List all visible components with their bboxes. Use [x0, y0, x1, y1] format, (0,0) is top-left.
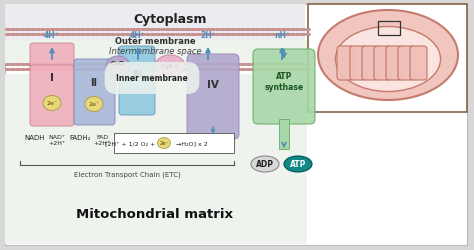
Text: Electron Transport Chain (ETC): Electron Transport Chain (ETC) — [73, 171, 181, 178]
Ellipse shape — [318, 11, 458, 101]
Text: Cytoplasm: Cytoplasm — [133, 14, 207, 26]
FancyBboxPatch shape — [30, 66, 74, 126]
FancyBboxPatch shape — [410, 47, 427, 81]
FancyBboxPatch shape — [114, 134, 234, 154]
Text: 2H⁺: 2H⁺ — [200, 31, 216, 40]
Ellipse shape — [85, 97, 103, 112]
Text: 4H⁺: 4H⁺ — [130, 31, 146, 40]
Text: NADH: NADH — [25, 134, 45, 140]
Text: FAD
+2H⁺: FAD +2H⁺ — [93, 134, 110, 145]
Text: II: II — [91, 78, 98, 88]
FancyBboxPatch shape — [119, 47, 155, 71]
Text: Inner membrane: Inner membrane — [116, 74, 188, 83]
FancyBboxPatch shape — [374, 47, 391, 81]
Text: Mitochondrial matrix: Mitochondrial matrix — [76, 208, 234, 220]
Ellipse shape — [106, 57, 130, 77]
Text: CoQ: CoQ — [111, 60, 125, 65]
FancyBboxPatch shape — [187, 55, 239, 140]
Text: 2e⁻: 2e⁻ — [159, 141, 169, 146]
Bar — [378, 22, 400, 36]
Ellipse shape — [155, 56, 185, 78]
Text: 2e⁻: 2e⁻ — [89, 102, 100, 107]
Ellipse shape — [336, 28, 440, 92]
FancyBboxPatch shape — [386, 47, 403, 81]
FancyBboxPatch shape — [337, 47, 354, 81]
Text: NAD⁺
+2H⁺: NAD⁺ +2H⁺ — [48, 134, 65, 145]
Text: [2H⁺ + 1/2 O₂ +: [2H⁺ + 1/2 O₂ + — [105, 141, 155, 146]
Ellipse shape — [43, 96, 61, 111]
FancyBboxPatch shape — [398, 47, 415, 81]
Text: 2e⁻: 2e⁻ — [46, 101, 57, 106]
FancyBboxPatch shape — [74, 60, 115, 126]
FancyBboxPatch shape — [5, 5, 467, 245]
Text: FADH₂: FADH₂ — [69, 134, 91, 140]
Bar — [308, 5, 467, 112]
Text: nH⁺: nH⁺ — [274, 31, 290, 40]
FancyBboxPatch shape — [350, 47, 367, 81]
Text: I: I — [50, 73, 54, 83]
FancyBboxPatch shape — [362, 47, 379, 81]
Bar — [5, 5, 305, 60]
Ellipse shape — [251, 156, 279, 172]
Bar — [5, 75, 307, 244]
Bar — [5, 41, 307, 65]
Text: ATP
synthase: ATP synthase — [264, 72, 303, 91]
Ellipse shape — [157, 138, 171, 149]
Text: 4H⁺: 4H⁺ — [44, 31, 60, 40]
Text: Cyt c: Cyt c — [161, 64, 179, 69]
Text: Outer membrane: Outer membrane — [115, 37, 195, 46]
Bar — [279, 120, 289, 150]
Text: III: III — [132, 70, 142, 79]
Text: Intermembrane space: Intermembrane space — [109, 47, 201, 56]
Text: ATP: ATP — [290, 160, 306, 169]
FancyBboxPatch shape — [253, 50, 315, 124]
Text: →H₂O] x 2: →H₂O] x 2 — [176, 141, 208, 146]
Ellipse shape — [284, 156, 312, 172]
FancyBboxPatch shape — [30, 44, 74, 72]
FancyBboxPatch shape — [119, 65, 155, 116]
Text: IV: IV — [207, 80, 219, 90]
Text: ADP: ADP — [256, 160, 274, 169]
